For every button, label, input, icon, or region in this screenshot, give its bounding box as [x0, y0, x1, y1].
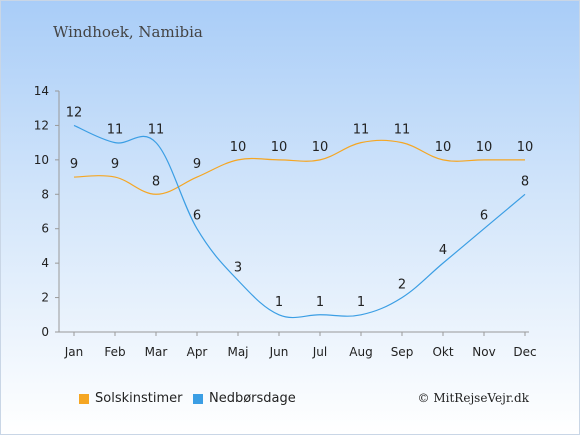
data-label-rain: 6	[193, 209, 201, 224]
data-label-sunshine: 11	[353, 123, 370, 138]
y-tick-label: 0	[41, 325, 49, 339]
x-tick-label: Dec	[513, 345, 536, 359]
y-tick-label: 12	[34, 118, 49, 132]
data-label-rain: 8	[521, 174, 529, 189]
data-label-sunshine: 8	[152, 174, 160, 189]
chart-title: Windhoek, Namibia	[53, 23, 203, 41]
y-tick-label: 8	[41, 187, 49, 201]
credit-text: © MitRejseVejr.dk	[417, 391, 529, 405]
x-tick-label: Jan	[64, 345, 84, 359]
data-label-sunshine: 9	[70, 157, 78, 172]
data-label-rain: 1	[275, 295, 283, 310]
legend-swatch-rain	[193, 393, 203, 404]
data-label-sunshine: 11	[394, 123, 411, 138]
data-label-sunshine: 10	[271, 140, 288, 155]
y-tick-label: 2	[41, 291, 49, 305]
data-label-sunshine: 9	[111, 157, 119, 172]
y-tick-label: 6	[41, 222, 49, 236]
x-tick-label: Jun	[269, 345, 289, 359]
data-label-rain: 4	[439, 243, 447, 258]
x-tick-label: Maj	[227, 345, 248, 359]
x-tick-label: Okt	[432, 345, 453, 359]
legend-label-sunshine: Solskinstimer	[95, 391, 183, 406]
x-tick-label: Jul	[312, 345, 327, 359]
data-label-sunshine: 10	[476, 140, 493, 155]
data-label-rain: 6	[480, 209, 488, 224]
x-tick-label: Nov	[472, 345, 495, 359]
legend-swatch-sunshine	[79, 393, 89, 404]
data-label-rain: 11	[107, 123, 124, 138]
data-label-sunshine: 10	[517, 140, 534, 155]
legend-item-sunshine: Solskinstimer	[79, 391, 182, 406]
legend-item-rain: Nedbørsdage	[193, 391, 296, 406]
series-line-sunshine	[73, 139, 525, 195]
data-label-sunshine: 10	[312, 140, 329, 155]
data-label-rain: 11	[148, 123, 165, 138]
data-label-rain: 1	[316, 295, 324, 310]
x-tick-label: Feb	[104, 345, 125, 359]
y-tick-label: 10	[34, 153, 49, 167]
x-tick-label: Sep	[391, 345, 414, 359]
x-tick-label: Mar	[145, 345, 168, 359]
data-label-rain: 12	[66, 105, 83, 120]
data-label-sunshine: 9	[193, 157, 201, 172]
data-label-rain: 2	[398, 278, 406, 293]
series-line-rain	[73, 124, 526, 319]
data-label-sunshine: 10	[435, 140, 452, 155]
data-label-rain: 3	[234, 260, 242, 275]
legend-label-rain: Nedbørsdage	[209, 391, 296, 406]
data-label-sunshine: 10	[230, 140, 247, 155]
x-tick-label: Apr	[187, 345, 208, 359]
data-label-rain: 1	[357, 295, 365, 310]
y-tick-label: 14	[34, 84, 49, 98]
y-tick-label: 4	[41, 256, 49, 270]
x-tick-label: Aug	[349, 345, 372, 359]
